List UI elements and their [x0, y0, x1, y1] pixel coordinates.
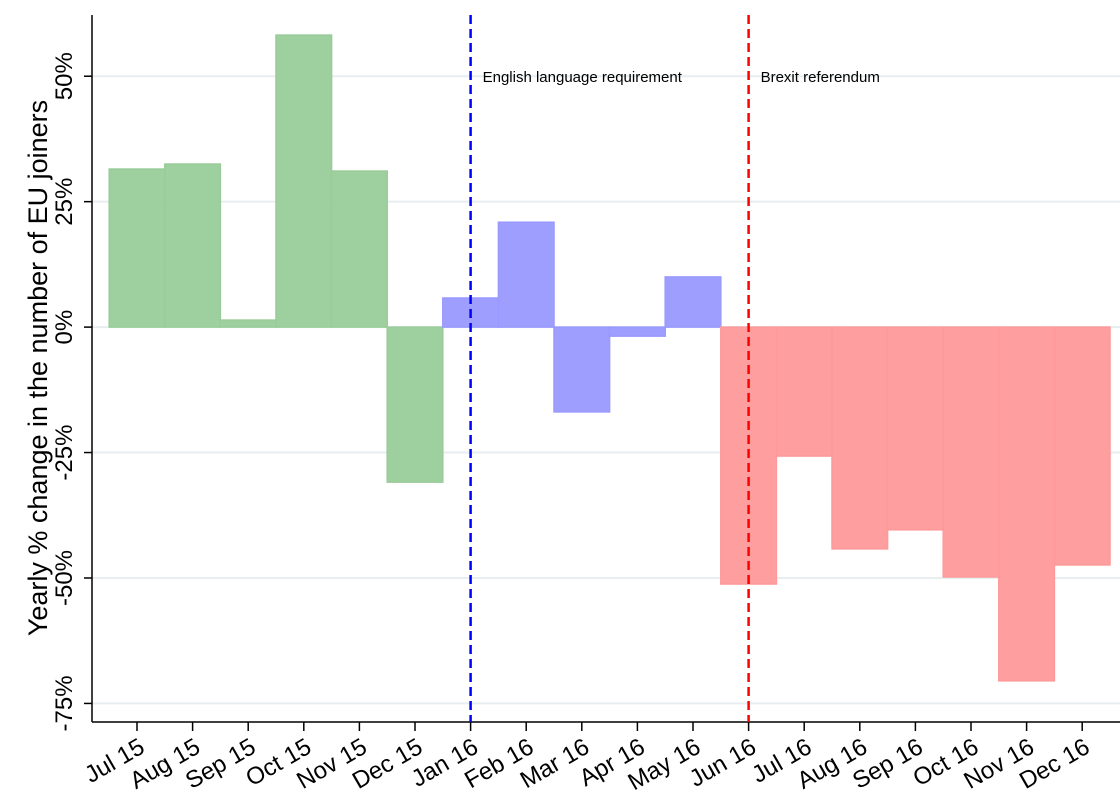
y-tick-label: -25%: [51, 425, 78, 481]
bar: [219, 319, 277, 328]
y-tick-label: 25%: [51, 178, 78, 226]
bar: [608, 326, 666, 337]
annotation: English language requirement: [483, 69, 683, 86]
y-tick-label: 0%: [51, 310, 78, 345]
bar: [831, 326, 889, 550]
bar: [330, 170, 388, 328]
y-axis-label: Yearly % change in the number of EU join…: [23, 100, 53, 636]
bar: [386, 326, 444, 483]
bar: [553, 326, 611, 413]
bar: [998, 326, 1056, 682]
bar: [164, 163, 222, 328]
bar: [497, 221, 555, 328]
bar: [886, 326, 944, 531]
bar: [108, 168, 166, 328]
y-tick-label: 50%: [51, 52, 78, 100]
y-tick-label: -75%: [51, 675, 78, 731]
bar: [664, 276, 722, 328]
bar: [942, 326, 1000, 578]
bar: [1053, 326, 1111, 566]
bar: [275, 34, 333, 328]
bar: [775, 326, 833, 457]
annotation: Brexit referendum: [761, 69, 880, 86]
y-tick-label: -50%: [51, 550, 78, 606]
